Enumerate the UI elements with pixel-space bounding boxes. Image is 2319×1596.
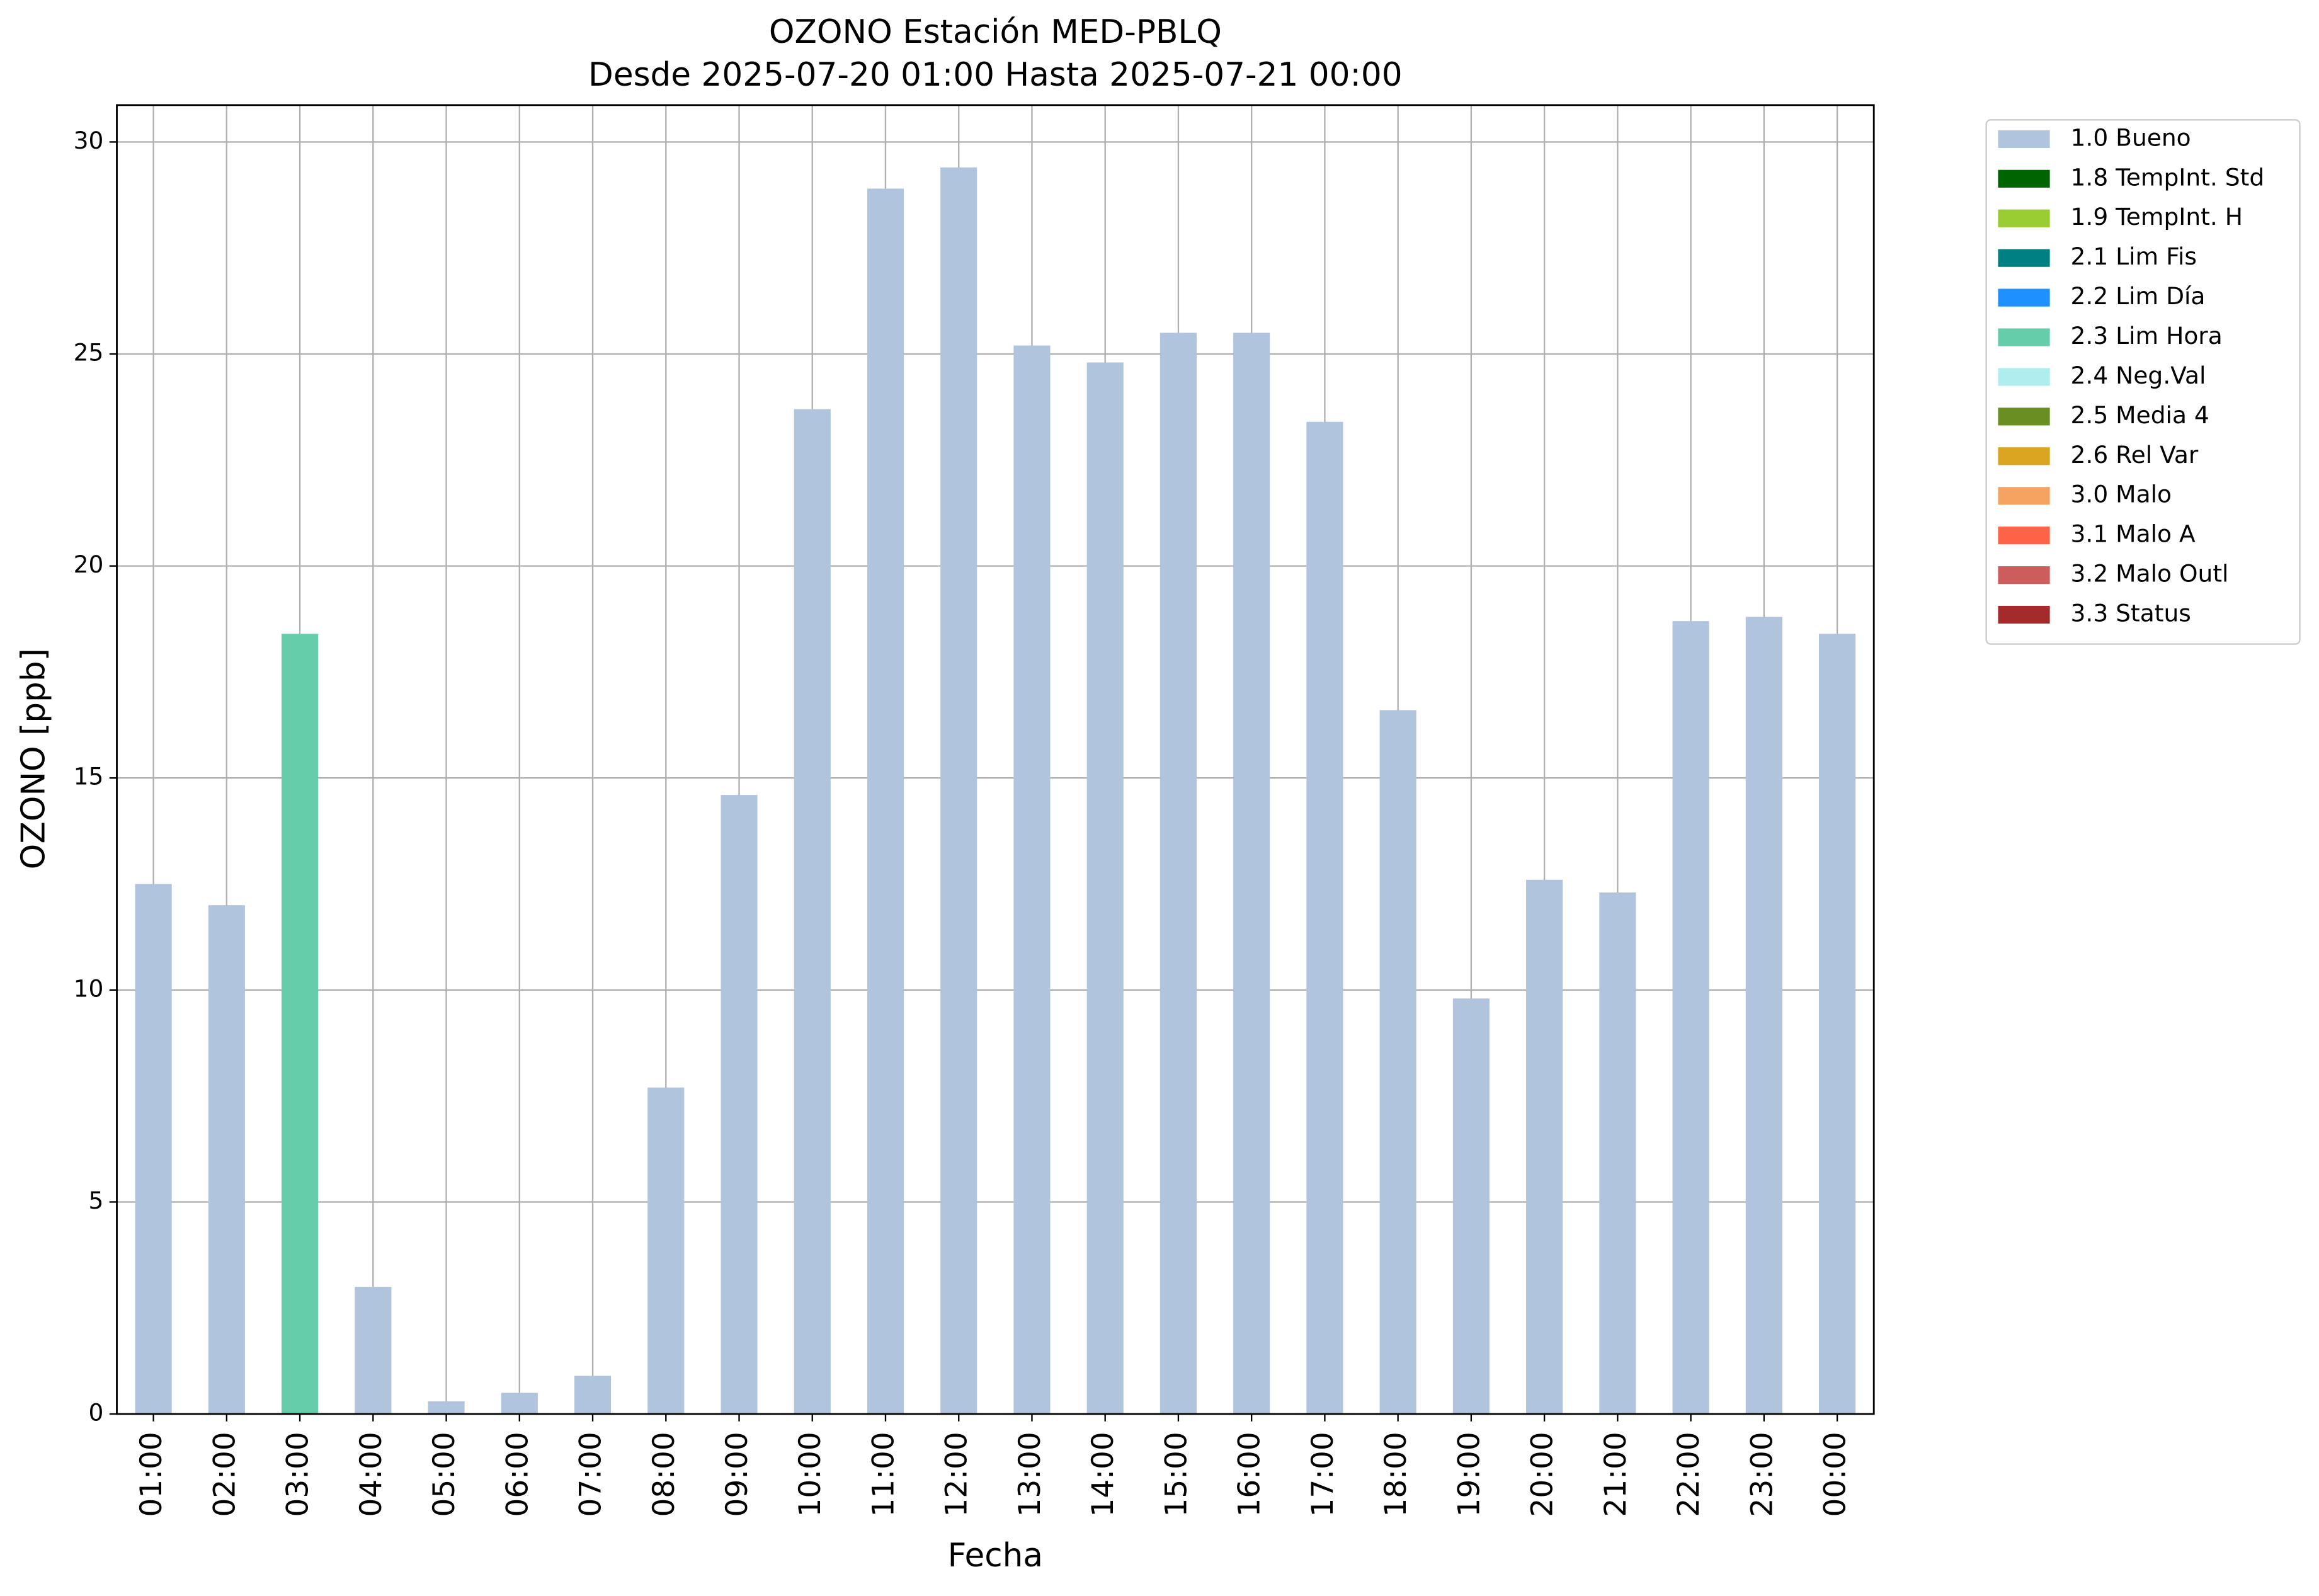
legend-label: 3.0 Malo — [2071, 481, 2172, 508]
legend-label: 2.1 Lim Fis — [2071, 242, 2197, 270]
legend-swatch — [1998, 130, 2050, 148]
bar — [1379, 710, 1416, 1415]
legend-label: 1.0 Bueno — [2071, 123, 2191, 151]
x-tick-label: 20:00 — [1525, 1432, 1560, 1517]
legend-label: 2.4 Neg.Val — [2071, 362, 2206, 389]
bar — [721, 795, 758, 1415]
x-tick-label: 22:00 — [1672, 1432, 1706, 1517]
bar — [1086, 362, 1124, 1415]
legend-swatch — [1998, 605, 2050, 624]
legend-label: 1.8 TempInt. Std — [2071, 163, 2265, 191]
bar — [1526, 879, 1563, 1415]
legend-swatch — [1998, 527, 2050, 545]
bar — [794, 409, 831, 1415]
legend-label: 2.5 Media 4 — [2071, 401, 2209, 429]
bar — [1599, 892, 1636, 1415]
bar — [574, 1376, 612, 1415]
x-tick-label: 06:00 — [500, 1432, 535, 1517]
chart-title: OZONO Estación MED-PBLQ — [769, 13, 1222, 51]
bar — [135, 884, 172, 1415]
bar — [208, 905, 245, 1415]
x-tick-label: 13:00 — [1013, 1432, 1047, 1517]
y-tick-label: 15 — [74, 763, 104, 790]
legend-label: 1.9 TempInt. H — [2071, 203, 2243, 231]
x-tick-label: 23:00 — [1745, 1432, 1779, 1517]
y-tick-label: 5 — [88, 1187, 103, 1214]
bar — [501, 1393, 538, 1415]
x-tick-label: 18:00 — [1379, 1432, 1413, 1517]
bar — [428, 1401, 465, 1415]
legend-swatch — [1998, 368, 2050, 386]
legend-swatch — [1998, 249, 2050, 267]
bar — [867, 188, 904, 1415]
x-tick-label: 10:00 — [793, 1432, 828, 1517]
legend-label: 3.2 Malo Outl — [2071, 560, 2229, 588]
x-tick-label: 05:00 — [427, 1432, 462, 1517]
legend-swatch — [1998, 447, 2050, 465]
bar — [282, 634, 319, 1415]
x-tick-label: 04:00 — [354, 1432, 389, 1517]
legend-label: 2.2 Lim Día — [2071, 282, 2206, 310]
legend-swatch — [1998, 169, 2050, 188]
x-tick-label: 21:00 — [1598, 1432, 1633, 1517]
y-tick-label: 30 — [74, 127, 104, 154]
x-axis-label: Fecha — [948, 1537, 1043, 1575]
bar — [1306, 421, 1343, 1415]
x-tick-label: 07:00 — [574, 1432, 608, 1517]
chart-subtitle: Desde 2025-07-20 01:00 Hasta 2025-07-21 … — [588, 56, 1403, 94]
legend-label: 2.3 Lim Hora — [2071, 322, 2223, 350]
legend-frame — [1985, 119, 2301, 645]
x-tick-label: 09:00 — [720, 1432, 755, 1517]
x-tick-label: 17:00 — [1306, 1432, 1340, 1517]
legend-swatch — [1998, 209, 2050, 227]
legend-swatch — [1998, 288, 2050, 307]
x-tick-label: 11:00 — [866, 1432, 901, 1517]
x-tick-label: 19:00 — [1452, 1432, 1486, 1517]
bar — [1745, 617, 1782, 1415]
legend-swatch — [1998, 566, 2050, 584]
legend-label: 2.6 Rel Var — [2071, 441, 2199, 469]
x-tick-label: 02:00 — [207, 1432, 242, 1517]
y-tick-label: 20 — [74, 550, 104, 578]
bar — [1819, 634, 1856, 1415]
x-tick-label: 00:00 — [1818, 1432, 1853, 1517]
y-tick-label: 0 — [88, 1399, 103, 1427]
legend-label: 3.1 Malo A — [2071, 520, 2196, 548]
x-tick-label: 08:00 — [647, 1432, 681, 1517]
legend-swatch — [1998, 487, 2050, 505]
x-tick-label: 01:00 — [134, 1432, 169, 1517]
bar — [355, 1287, 392, 1415]
x-tick-label: 12:00 — [940, 1432, 974, 1517]
legend-swatch — [1998, 328, 2050, 346]
bar — [1452, 998, 1490, 1415]
bar — [1160, 333, 1197, 1415]
x-tick-label: 14:00 — [1086, 1432, 1120, 1517]
y-axis-label: OZONO [ppb] — [14, 648, 52, 869]
x-tick-label: 16:00 — [1233, 1432, 1267, 1517]
bar — [1672, 621, 1709, 1415]
bar — [940, 167, 977, 1415]
plot-frame — [116, 104, 1875, 1415]
x-tick-label: 15:00 — [1159, 1432, 1194, 1517]
bar — [647, 1087, 685, 1415]
bar — [1013, 345, 1051, 1415]
y-tick-label: 10 — [74, 974, 104, 1002]
bar — [1233, 333, 1270, 1415]
x-tick-label: 03:00 — [281, 1432, 316, 1517]
legend-swatch — [1998, 408, 2050, 426]
legend-label: 3.3 Status — [2071, 600, 2191, 627]
y-tick-label: 25 — [74, 339, 104, 367]
